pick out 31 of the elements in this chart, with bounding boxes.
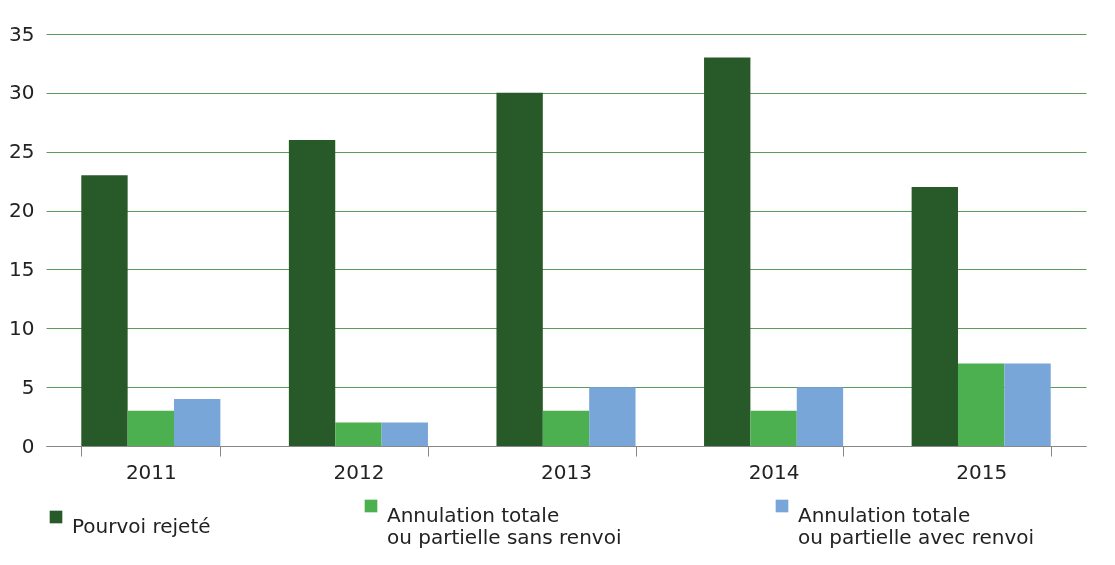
y-tick-label: 15	[9, 256, 35, 281]
bar	[288, 139, 336, 446]
bar	[542, 410, 590, 446]
bar	[81, 175, 128, 446]
legend-label: Pourvoi rejeté	[72, 514, 211, 538]
bar	[957, 363, 1005, 446]
y-tick-label: 20	[9, 198, 35, 223]
y-tick-label: 30	[9, 80, 35, 105]
y-tick-label: 35	[9, 21, 35, 46]
bar	[496, 92, 543, 446]
bar	[174, 398, 221, 446]
x-tick-label: 2011	[125, 459, 177, 484]
bar	[589, 387, 636, 446]
legend-label: Annulation totale ou partielle sans renvoi	[387, 503, 622, 549]
bar	[911, 187, 958, 446]
bar	[335, 422, 382, 446]
y-tick-label: 25	[9, 139, 35, 164]
x-tick-label: 2015	[956, 459, 1008, 484]
y-tick-label: 10	[9, 315, 35, 340]
y-tick-label: 5	[21, 374, 35, 399]
x-tick-label: 2014	[748, 459, 800, 484]
legend-label: Annulation totale ou partielle avec renvoi	[798, 503, 1035, 549]
y-tick-label: 0	[21, 433, 35, 458]
bar	[127, 410, 175, 446]
bar	[1004, 363, 1051, 446]
x-tick-label: 2013	[541, 459, 592, 484]
bar	[704, 57, 751, 446]
bar	[381, 422, 428, 446]
bar	[750, 410, 797, 446]
x-tick-label: 2012	[333, 459, 385, 484]
bar	[796, 387, 844, 446]
